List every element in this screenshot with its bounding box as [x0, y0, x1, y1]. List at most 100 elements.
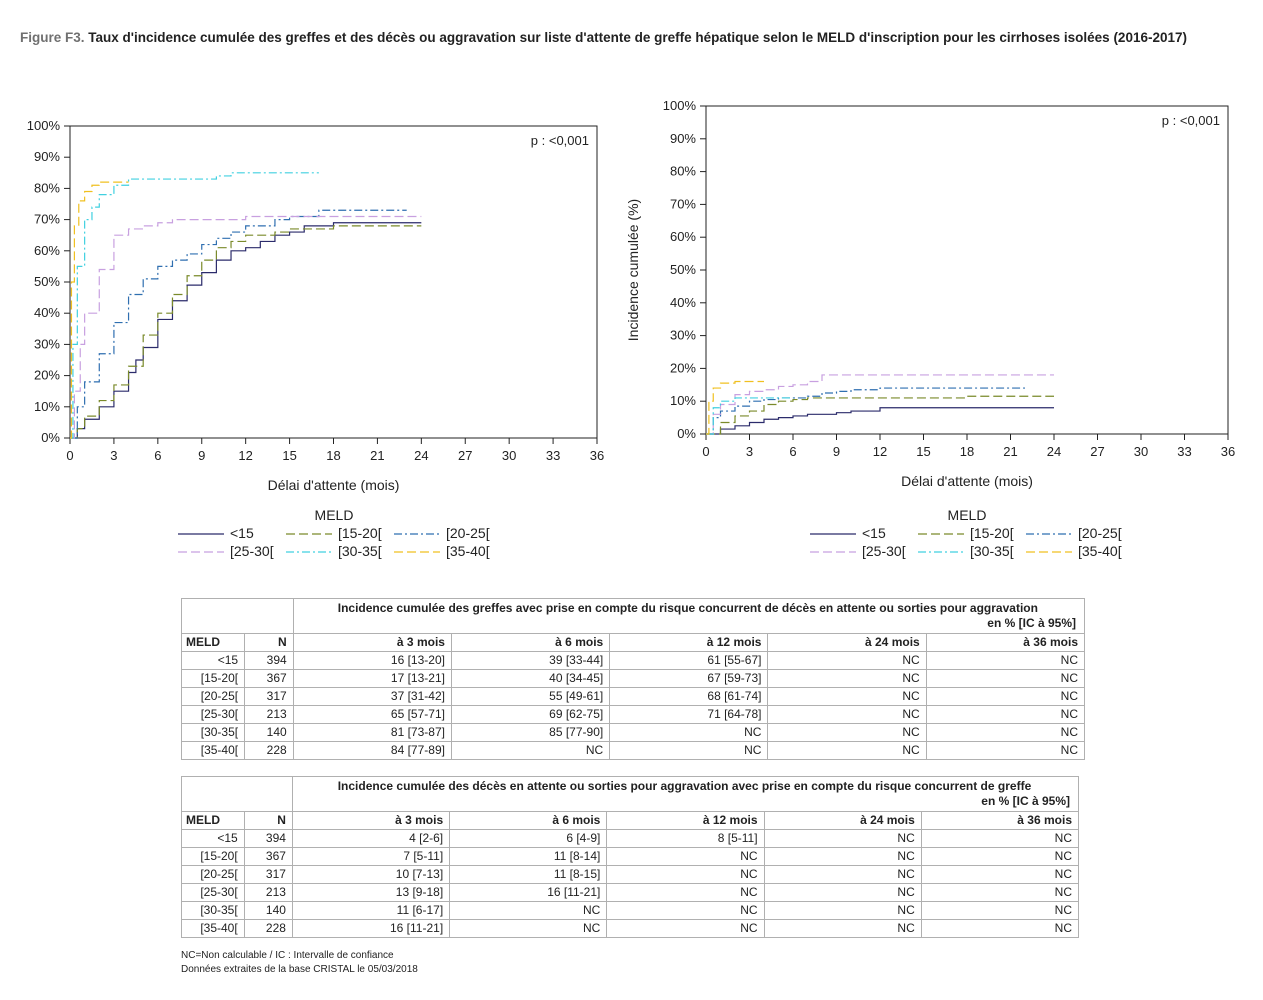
table-cell: 81 [73-87] — [292, 723, 452, 742]
table-cell: 140 — [243, 901, 293, 920]
column-header: à 12 mois — [609, 633, 769, 652]
legend-item: [25-30[ — [862, 543, 906, 559]
x-tick-label: 24 — [1047, 444, 1061, 459]
table-row: <15 394 4 [2-6] 6 [4-9] 8 [5-11] NC NC — [181, 829, 1080, 848]
p-value-annotation: p : <0,001 — [531, 133, 589, 148]
table-cell: 16 [11-21] — [291, 919, 451, 938]
legend-item: [15-20[ — [970, 525, 1014, 541]
table-cell: 4 [2-6] — [291, 829, 451, 848]
table-cell: NC — [920, 847, 1080, 866]
table-cell: NC — [449, 919, 608, 938]
x-tick-label: 9 — [833, 444, 840, 459]
x-tick-label: 30 — [1134, 444, 1148, 459]
y-tick-label: 50% — [34, 274, 60, 289]
table-header-unit: en % [IC à 95%] — [987, 616, 1076, 630]
table-cell: NC — [767, 651, 927, 670]
table-cell: NC — [925, 651, 1086, 670]
x-tick-label: 33 — [546, 448, 560, 463]
table-cell: NC — [606, 919, 765, 938]
plot-frame — [69, 125, 598, 439]
column-header: à 6 mois — [450, 633, 611, 652]
table-cell: [20-25[ — [180, 687, 246, 706]
y-tick-label: 90% — [670, 131, 696, 146]
x-tick-label: 12 — [238, 448, 252, 463]
column-header: MELD — [181, 811, 245, 830]
column-header: à 24 mois — [767, 633, 927, 652]
column-header: MELD — [180, 633, 246, 652]
chart-greffes: 0 3 6 9 12 15 18 21 24 27 30 33 360%10%20%30%40%50%6… — [27, 118, 604, 559]
table-cell: [25-30[ — [180, 705, 246, 724]
note-nc: NC=Non calculable / IC : Intervalle de c… — [181, 950, 394, 961]
table-cell: <15 — [180, 651, 246, 670]
y-tick-label: 0% — [677, 426, 696, 441]
table-cell: 7 [5-11] — [291, 847, 451, 866]
table-cell: NC — [920, 919, 1080, 938]
table-cell: [35-40[ — [180, 741, 246, 760]
table-row: [30-35[140 11 [6-17] NC NC NC NC — [181, 901, 1080, 920]
y-tick-label: 70% — [670, 196, 696, 211]
table-cell: 85 [77-90] — [450, 723, 611, 742]
x-tick-label: 33 — [1177, 444, 1191, 459]
y-tick-label: 80% — [34, 180, 60, 195]
table-cell: 367 — [244, 669, 294, 688]
table-cell: NC — [767, 705, 927, 724]
table-header-unit: en % [IC à 95%] — [981, 794, 1070, 808]
x-axis-label: Délai d'attente (mois) — [268, 477, 400, 493]
table-cell: 8 [5-11] — [606, 829, 765, 848]
table-cell: NC — [763, 847, 922, 866]
x-tick-label: 24 — [414, 448, 428, 463]
table-cell: NC — [606, 901, 765, 920]
series-line-<15 — [70, 222, 422, 439]
legend-item: [20-25[ — [446, 525, 490, 541]
table-cell: NC — [450, 741, 611, 760]
table-cell: NC — [767, 669, 927, 688]
note-source: Données extraites de la base CRISTAL le … — [181, 964, 418, 975]
table-cell: 10 [7-13] — [291, 865, 451, 884]
y-tick-label: 20% — [34, 368, 60, 383]
table-corner — [181, 598, 294, 634]
legend-item: <15 — [230, 525, 254, 541]
table-cell: [20-25[ — [181, 865, 245, 884]
table-cell: NC — [609, 741, 769, 760]
table-cell: NC — [920, 883, 1080, 902]
series-line-[25-30[ — [706, 374, 1054, 435]
table-row: [15-20[367 17 [13-21] 40 [34-45] 67 [59-73]… — [180, 669, 1086, 688]
table-row: [20-25[317 10 [7-13] 11 [8-15] NC NC NC — [181, 865, 1080, 884]
y-tick-label: 40% — [34, 305, 60, 320]
column-header: à 3 mois — [292, 633, 452, 652]
table-cell: 40 [34-45] — [450, 669, 611, 688]
y-tick-label: 100% — [27, 118, 61, 133]
table-cell: NC — [606, 847, 765, 866]
table-cell: 68 [61-74] — [609, 687, 769, 706]
y-tick-label: 30% — [34, 336, 60, 351]
table-cell: 6 [4-9] — [449, 829, 608, 848]
y-tick-label: 50% — [670, 262, 696, 277]
table-cell: [15-20[ — [180, 669, 246, 688]
table-header: Incidence cumulée des greffes avec prise… — [292, 598, 1086, 634]
table-cell: 228 — [244, 741, 294, 760]
x-axis-label: Délai d'attente (mois) — [901, 473, 1033, 489]
table-cell: 367 — [243, 847, 293, 866]
table-cell: [25-30[ — [181, 883, 245, 902]
table-header-text: Incidence cumulée des décès en attente o… — [337, 779, 1032, 793]
x-tick-label: 27 — [458, 448, 472, 463]
table-cell: NC — [925, 723, 1086, 742]
table-cell: 37 [31-42] — [292, 687, 452, 706]
table-row: [35-40[228 16 [11-21] NC NC NC NC — [181, 919, 1080, 938]
table-cell: NC — [925, 705, 1086, 724]
table-cell: NC — [767, 723, 927, 742]
table-cell: NC — [606, 865, 765, 884]
series-line-[35-40[ — [706, 380, 764, 435]
table-cell: [15-20[ — [181, 847, 245, 866]
y-tick-label: 90% — [34, 149, 60, 164]
series-line-[30-35[ — [70, 172, 319, 439]
y-tick-label: 10% — [670, 393, 696, 408]
table-cell: 11 [8-14] — [449, 847, 608, 866]
x-tick-label: 3 — [110, 448, 117, 463]
x-tick-label: 3 — [746, 444, 753, 459]
series-line-[15-20[ — [706, 395, 1054, 435]
x-tick-label: 36 — [590, 448, 604, 463]
table-row: [25-30[213 65 [57-71] 69 [62-75] 71 [64-78]… — [180, 705, 1086, 724]
column-header: à 12 mois — [606, 811, 765, 830]
table-cell: 317 — [243, 865, 293, 884]
